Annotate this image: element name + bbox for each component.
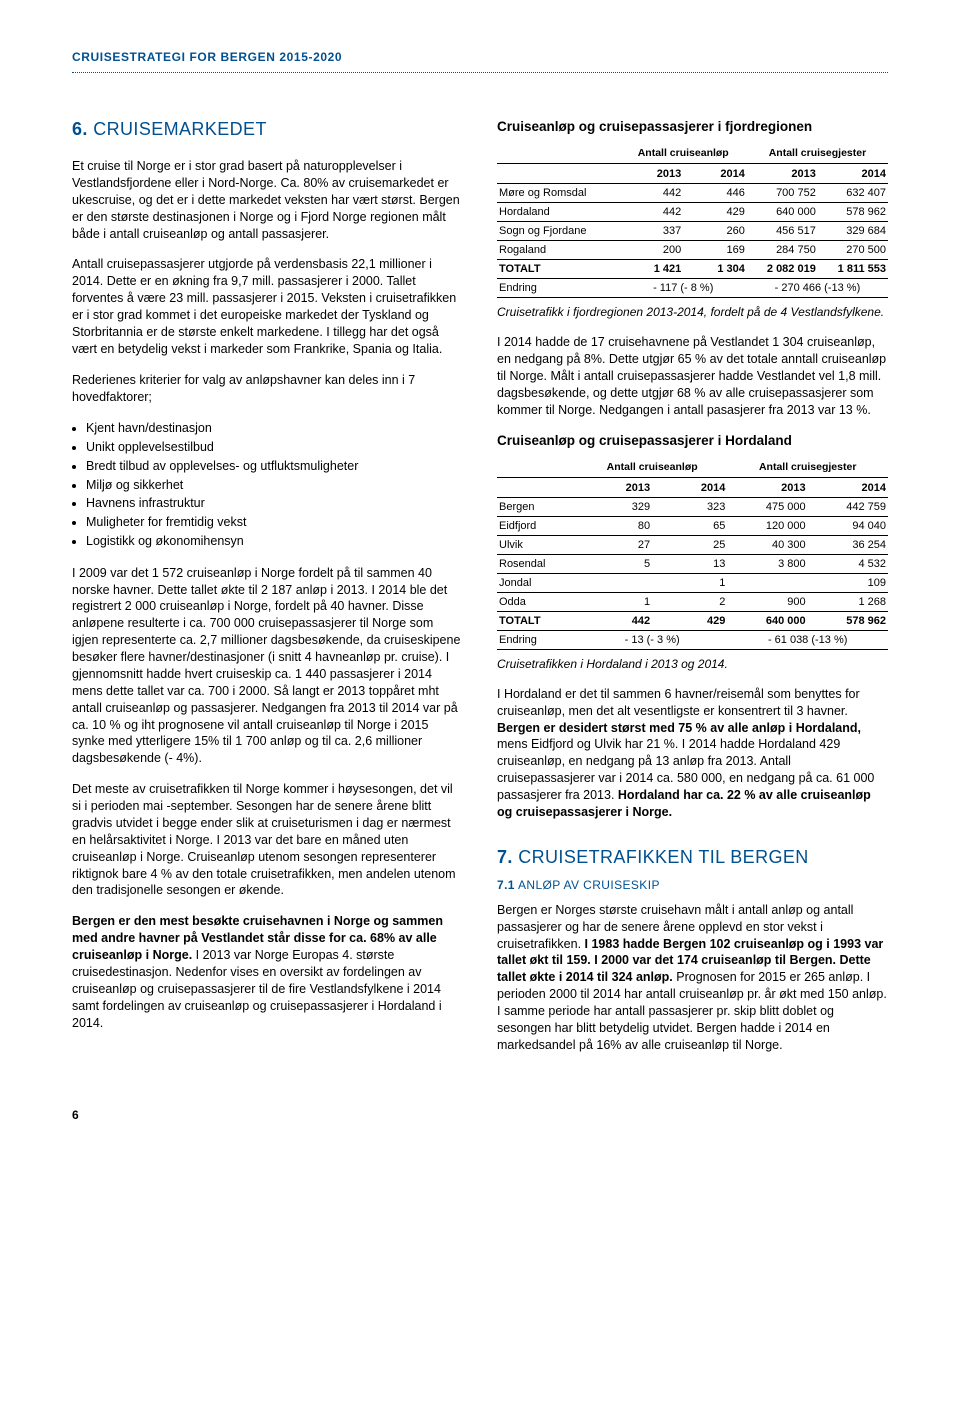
text: I Hordaland er det til sammen 6 havner/r… [497, 687, 860, 718]
columns: 6. CRUISEMARKEDET Et cruise til Norge er… [72, 119, 888, 1068]
table-2-title: Cruiseanløp og cruisepassasjerer i Horda… [497, 433, 888, 448]
col-blank [497, 458, 577, 478]
paragraph: Et cruise til Norge er i stor grad baser… [72, 158, 463, 242]
list-item: Logistikk og økonomihensyn [86, 532, 463, 551]
col-group: Antall cruisegjester [727, 458, 888, 478]
page-number: 6 [72, 1108, 888, 1122]
table-row: Odda129001 268 [497, 592, 888, 611]
col-group: Antall cruiseanløp [577, 458, 727, 478]
table-1-caption: Cruisetrafikk i fjordregionen 2013-2014,… [497, 304, 888, 320]
running-head: CRUISESTRATEGI FOR BERGEN 2015-2020 [72, 50, 888, 64]
hordaland-table: Antall cruiseanløp Antall cruisegjester … [497, 458, 888, 650]
paragraph: Bergen er Norges største cruisehavn målt… [497, 902, 888, 1054]
col-year: 2013 [577, 477, 652, 497]
table-total-row: TOTALT442429640 000578 962 [497, 611, 888, 630]
fjord-region-table: Antall cruiseanløp Antall cruisegjester … [497, 144, 888, 298]
section-number: 7. [497, 847, 513, 867]
table-change-row: Endring- 13 (- 3 %)- 61 038 (-13 %) [497, 630, 888, 649]
paragraph: Det meste av cruisetrafikken til Norge k… [72, 781, 463, 899]
table-total-row: TOTALT1 4211 3042 082 0191 811 553 [497, 260, 888, 279]
col-year: 2014 [808, 477, 888, 497]
table-row: Jondal1109 [497, 573, 888, 592]
col-year: 2013 [747, 164, 818, 184]
paragraph: Antall cruisepassasjerer utgjorde på ver… [72, 256, 463, 357]
list-item: Havnens infrastruktur [86, 494, 463, 513]
table-row: Eidfjord8065120 00094 040 [497, 516, 888, 535]
subsection-number: 7.1 [497, 878, 515, 892]
table-row: Sogn og Fjordane337260456 517329 684 [497, 222, 888, 241]
table-1-title: Cruiseanløp og cruisepassasjerer i fjord… [497, 119, 888, 134]
paragraph: I Hordaland er det til sammen 6 havner/r… [497, 686, 888, 821]
bold-text: Bergen er desidert størst med 75 % av al… [497, 721, 861, 735]
col-blank [497, 477, 577, 497]
section-7-heading: 7. CRUISETRAFIKKEN TIL BERGEN [497, 847, 888, 868]
rule [72, 72, 888, 73]
subsection-heading: 7.1 ANLØP AV CRUISESKIP [497, 878, 888, 892]
list-item: Unikt opplevelsestilbud [86, 438, 463, 457]
col-group: Antall cruisegjester [747, 144, 888, 164]
table-row: Rosendal5133 8004 532 [497, 554, 888, 573]
list-item: Miljø og sikkerhet [86, 476, 463, 495]
list-item: Kjent havn/destinasjon [86, 419, 463, 438]
section-6-heading: 6. CRUISEMARKEDET [72, 119, 463, 140]
col-year: 2014 [652, 477, 727, 497]
page: CRUISESTRATEGI FOR BERGEN 2015-2020 6. C… [0, 0, 960, 1162]
subsection-title: ANLØP AV CRUISESKIP [518, 878, 660, 892]
table-row: Bergen329323475 000442 759 [497, 497, 888, 516]
right-column: Cruiseanløp og cruisepassasjerer i fjord… [497, 119, 888, 1068]
col-year: 2013 [620, 164, 684, 184]
col-blank [497, 164, 620, 184]
table-change-row: Endring- 117 (- 8 %)- 270 466 (-13 %) [497, 279, 888, 298]
table-row: Hordaland442429640 000578 962 [497, 203, 888, 222]
paragraph: Rederienes kriterier for valg av anløpsh… [72, 372, 463, 406]
table-row: Møre og Romsdal442446700 752632 407 [497, 184, 888, 203]
col-year: 2014 [818, 164, 888, 184]
left-column: 6. CRUISEMARKEDET Et cruise til Norge er… [72, 119, 463, 1068]
section-title: CRUISEMARKEDET [93, 119, 267, 139]
paragraph: Bergen er den mest besøkte cruisehavnen … [72, 913, 463, 1031]
table-2-caption: Cruisetrafikken i Hordaland i 2013 og 20… [497, 656, 888, 672]
section-title: CRUISETRAFIKKEN TIL BERGEN [518, 847, 808, 867]
list-item: Bredt tilbud av opplevelses- og utflukts… [86, 457, 463, 476]
paragraph: I 2009 var det 1 572 cruiseanløp i Norge… [72, 565, 463, 768]
col-year: 2014 [683, 164, 747, 184]
col-group: Antall cruiseanløp [620, 144, 747, 164]
table-row: Rogaland200169284 750270 500 [497, 241, 888, 260]
list-item: Muligheter for fremtidig vekst [86, 513, 463, 532]
criteria-list: Kjent havn/destinasjon Unikt opplevelses… [72, 419, 463, 550]
section-number: 6. [72, 119, 88, 139]
table-row: Ulvik272540 30036 254 [497, 535, 888, 554]
paragraph: I 2014 hadde de 17 cruisehavnene på Vest… [497, 334, 888, 418]
col-year: 2013 [727, 477, 807, 497]
col-blank [497, 144, 620, 164]
